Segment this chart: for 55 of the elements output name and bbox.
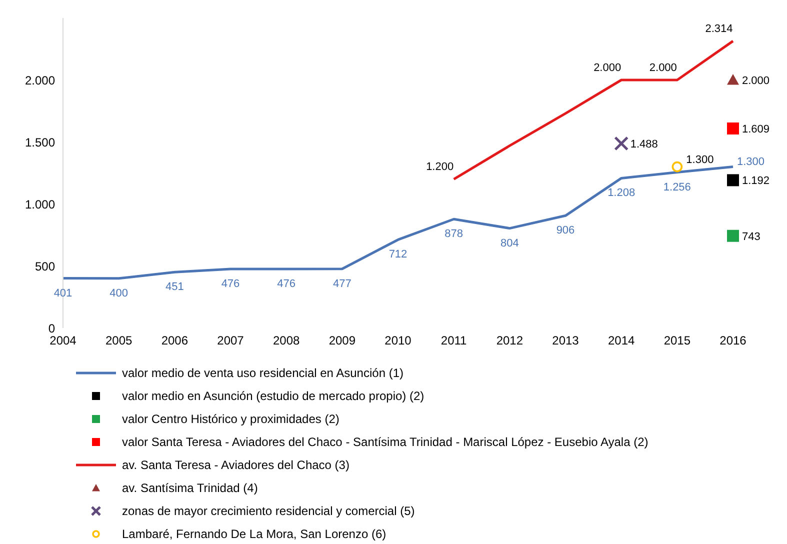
y-tick-label: 1.500 [24,135,56,150]
legend-label: Lambaré, Fernando De La Mora, San Lorenzo (6) [122,526,386,540]
data-label: 2.000 [742,75,770,87]
point [727,74,739,85]
y-tick-label: 0 [48,321,56,336]
data-label: 1.300 [737,156,765,168]
data-label: 1.200 [426,161,454,174]
y-tick-label: 500 [34,259,56,274]
data-label: 878 [444,228,464,240]
legend-label: valor medio de venta uso residencial en Asunción (1) [122,366,404,380]
x-tick-label: 2012 [496,334,524,348]
data-label: 477 [332,278,352,290]
x-tick-label: 2010 [384,334,412,348]
data-label: 1.192 [742,175,770,188]
data-label: 1.208 [608,187,636,200]
data-label: 906 [556,224,575,237]
data-label: 401 [54,287,72,300]
x-tick-label: 2004 [50,334,77,348]
data-label: 712 [388,248,408,261]
x-tick-label: 2006 [161,334,188,348]
legend-label: valor Santa Teresa - Aviadores del Chaco - Santísima Trinidad - Mariscal López - Eusebio Ayala (2) [122,434,648,448]
data-label: 2.000 [649,62,677,74]
data-label: 1.488 [630,138,658,150]
point [727,174,739,186]
x-tick-label: 2009 [328,334,356,348]
data-label: 2.000 [594,62,622,74]
data-label: 1.256 [663,181,691,194]
data-label: 804 [500,237,519,250]
x-tick-label: 2008 [272,334,300,348]
data-label: 1.609 [742,123,770,136]
data-label: 743 [742,230,760,243]
x-tick-label: 2016 [720,334,747,348]
data-label: 400 [110,287,128,300]
point [672,161,683,172]
legend-label: av. Santa Teresa - Aviadores del Chaco (3) [122,458,350,472]
point [727,230,739,242]
x-tick-label: 2014 [608,334,636,348]
point [727,122,739,134]
data-label: 476 [221,278,240,290]
legend-label: zonas de mayor crecimiento residencial y comercial (5) [122,504,415,518]
x-tick-label: 2011 [440,334,468,348]
y-tick-label: 2.000 [24,73,56,88]
data-label: 1.300 [686,154,714,166]
y-tick-label: 1.000 [24,197,56,212]
data-label: 476 [277,278,296,290]
data-label: 2.314 [705,23,733,36]
x-tick-label: 2007 [217,334,244,348]
legend-label: valor medio en Asunción (estudio de mercado propio) (2) [122,388,424,402]
x-tick-label: 2013 [552,334,580,348]
x-tick-label: 2015 [664,334,691,348]
data-label: 451 [165,281,184,294]
line-series [452,40,734,180]
legend-label: av. Santísima Trinidad (4) [122,480,258,494]
x-tick-label: 2005 [105,334,133,348]
legend-label: valor Centro Histórico y proximidades (2) [122,412,340,426]
